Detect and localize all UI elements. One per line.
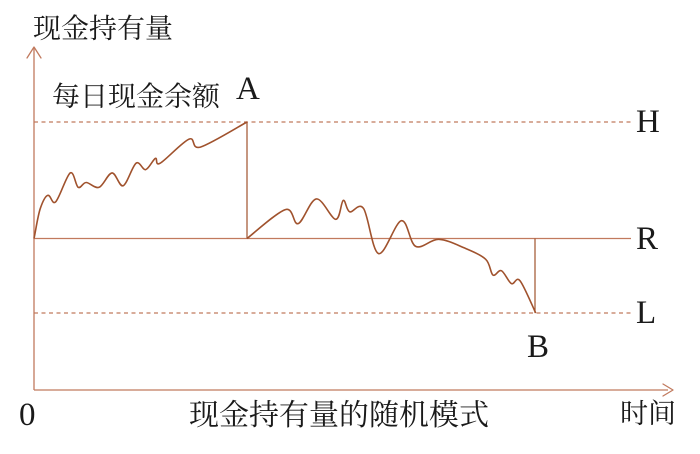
svg-text:L: L xyxy=(636,295,656,331)
svg-text:R: R xyxy=(636,221,658,257)
svg-text:A: A xyxy=(236,71,260,107)
svg-text:H: H xyxy=(636,104,660,140)
svg-text:0: 0 xyxy=(19,397,36,433)
svg-text:B: B xyxy=(527,329,549,365)
